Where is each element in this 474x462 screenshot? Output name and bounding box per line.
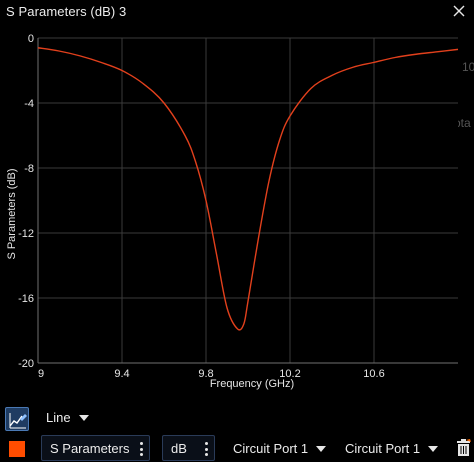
quantity-selector[interactable]: S Parameters <box>41 435 150 461</box>
plot-type-label: Line <box>46 410 71 425</box>
background-text-1: 10 <box>462 60 474 74</box>
window-title: S Parameters (dB) 3 <box>6 4 127 19</box>
trace-color-swatch[interactable] <box>9 441 25 457</box>
chevron-down-icon <box>78 415 89 421</box>
unit-label: dB <box>171 440 187 456</box>
quantity-label: S Parameters <box>50 440 130 456</box>
x-tick-label: 9 <box>38 368 44 380</box>
unit-selector[interactable]: dB <box>162 435 215 461</box>
port-1-label: Circuit Port 1 <box>233 441 309 456</box>
close-icon[interactable] <box>446 0 472 24</box>
port-2-label: Circuit Port 1 <box>345 441 421 456</box>
plot-area <box>38 38 458 363</box>
y-axis-label: S Parameters (dB) <box>6 168 18 259</box>
trace-toolbar: S Parameters dB Circuit Port 1 Circuit P… <box>0 434 474 462</box>
x-tick-label: 9.4 <box>114 368 129 380</box>
trash-icon[interactable] <box>456 439 472 457</box>
chevron-down-icon <box>316 446 327 452</box>
chevron-down-icon <box>428 446 439 452</box>
title-bar: S Parameters (dB) 3 <box>0 0 474 26</box>
port-1-dropdown[interactable]: Circuit Port 1 <box>233 441 327 456</box>
y-tick-label: -8 <box>24 163 34 175</box>
y-tick-label: -16 <box>18 293 34 305</box>
x-tick-label: 9.8 <box>198 368 213 380</box>
kebab-menu-icon[interactable] <box>205 442 208 456</box>
x-tick-label: 10.2 <box>279 368 300 380</box>
x-axis-ticks: 9 9.4 9.8 10.2 10.6 <box>38 368 385 380</box>
kebab-menu-icon[interactable] <box>140 442 143 456</box>
y-tick-label: -12 <box>18 228 34 240</box>
plot-type-dropdown[interactable]: Line <box>46 410 89 425</box>
s-parameter-trace[interactable] <box>37 47 459 331</box>
y-tick-label: 0 <box>28 33 34 45</box>
port-2-dropdown[interactable]: Circuit Port 1 <box>345 441 439 456</box>
s-parameter-chart[interactable]: 0 -4 -8 -12 -16 -20 9 9.4 9.8 10.2 10.6 Frequency… <box>0 24 474 394</box>
x-axis-label: Frequency (GHz) <box>210 378 294 390</box>
x-tick-label: 10.6 <box>363 368 384 380</box>
plot-toolbar: Line <box>0 404 474 432</box>
chart-edit-icon <box>9 413 27 429</box>
y-tick-label: -20 <box>18 358 34 370</box>
y-axis-ticks: 0 -4 -8 -12 -16 -20 <box>18 33 34 370</box>
y-tick-label: -4 <box>24 98 34 110</box>
chart-tool-button[interactable] <box>5 407 29 431</box>
